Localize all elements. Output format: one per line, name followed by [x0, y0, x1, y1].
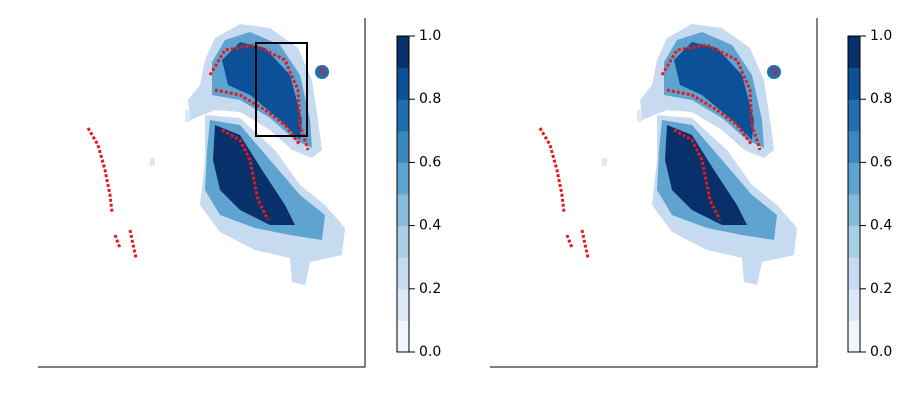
colorbar-band — [848, 99, 860, 132]
colorbar-tick-label: 0.2 — [419, 281, 441, 297]
panel — [490, 18, 818, 368]
axes — [38, 18, 366, 368]
colorbar-tick-label: 0.2 — [870, 281, 892, 297]
highlight-box — [255, 42, 308, 137]
colorbar-tick-label: 0.8 — [419, 91, 441, 107]
colorbar-tick-label: 0.4 — [870, 218, 892, 234]
colorbar-band — [848, 36, 860, 69]
axes — [490, 18, 818, 368]
panel — [38, 18, 366, 368]
colorbar-tick-label: 0.6 — [419, 154, 441, 170]
colorbar-tick-label: 1.0 — [419, 28, 441, 44]
colorbar-band — [397, 99, 409, 132]
colorbar-frame — [396, 35, 410, 353]
colorbar-tick-label: 0.8 — [870, 91, 892, 107]
colorbar-band — [397, 257, 409, 290]
colorbar-tick-label: 0.0 — [870, 344, 892, 360]
colorbar-band — [848, 225, 860, 258]
colorbar-band — [397, 288, 409, 321]
colorbar-band — [848, 162, 860, 195]
colorbar-band — [397, 225, 409, 258]
colorbar-band — [848, 130, 860, 163]
colorbar-band — [848, 67, 860, 100]
colorbar-band — [848, 194, 860, 227]
colorbar-band — [397, 320, 409, 353]
colorbar-band — [397, 36, 409, 69]
colorbar-tick-label: 1.0 — [870, 28, 892, 44]
colorbar-band — [848, 320, 860, 353]
map-image — [538, 22, 799, 287]
colorbar-tick-label: 0.4 — [419, 218, 441, 234]
colorbar-band — [397, 162, 409, 195]
colorbar-tick-label: 0.0 — [419, 344, 441, 360]
colorbar-band — [397, 130, 409, 163]
colorbar-band — [848, 288, 860, 321]
colorbar-band — [397, 67, 409, 100]
colorbar-band — [397, 194, 409, 227]
colorbar-tick-label: 0.6 — [870, 154, 892, 170]
colorbar-band — [848, 257, 860, 290]
colorbar-frame — [847, 35, 861, 353]
